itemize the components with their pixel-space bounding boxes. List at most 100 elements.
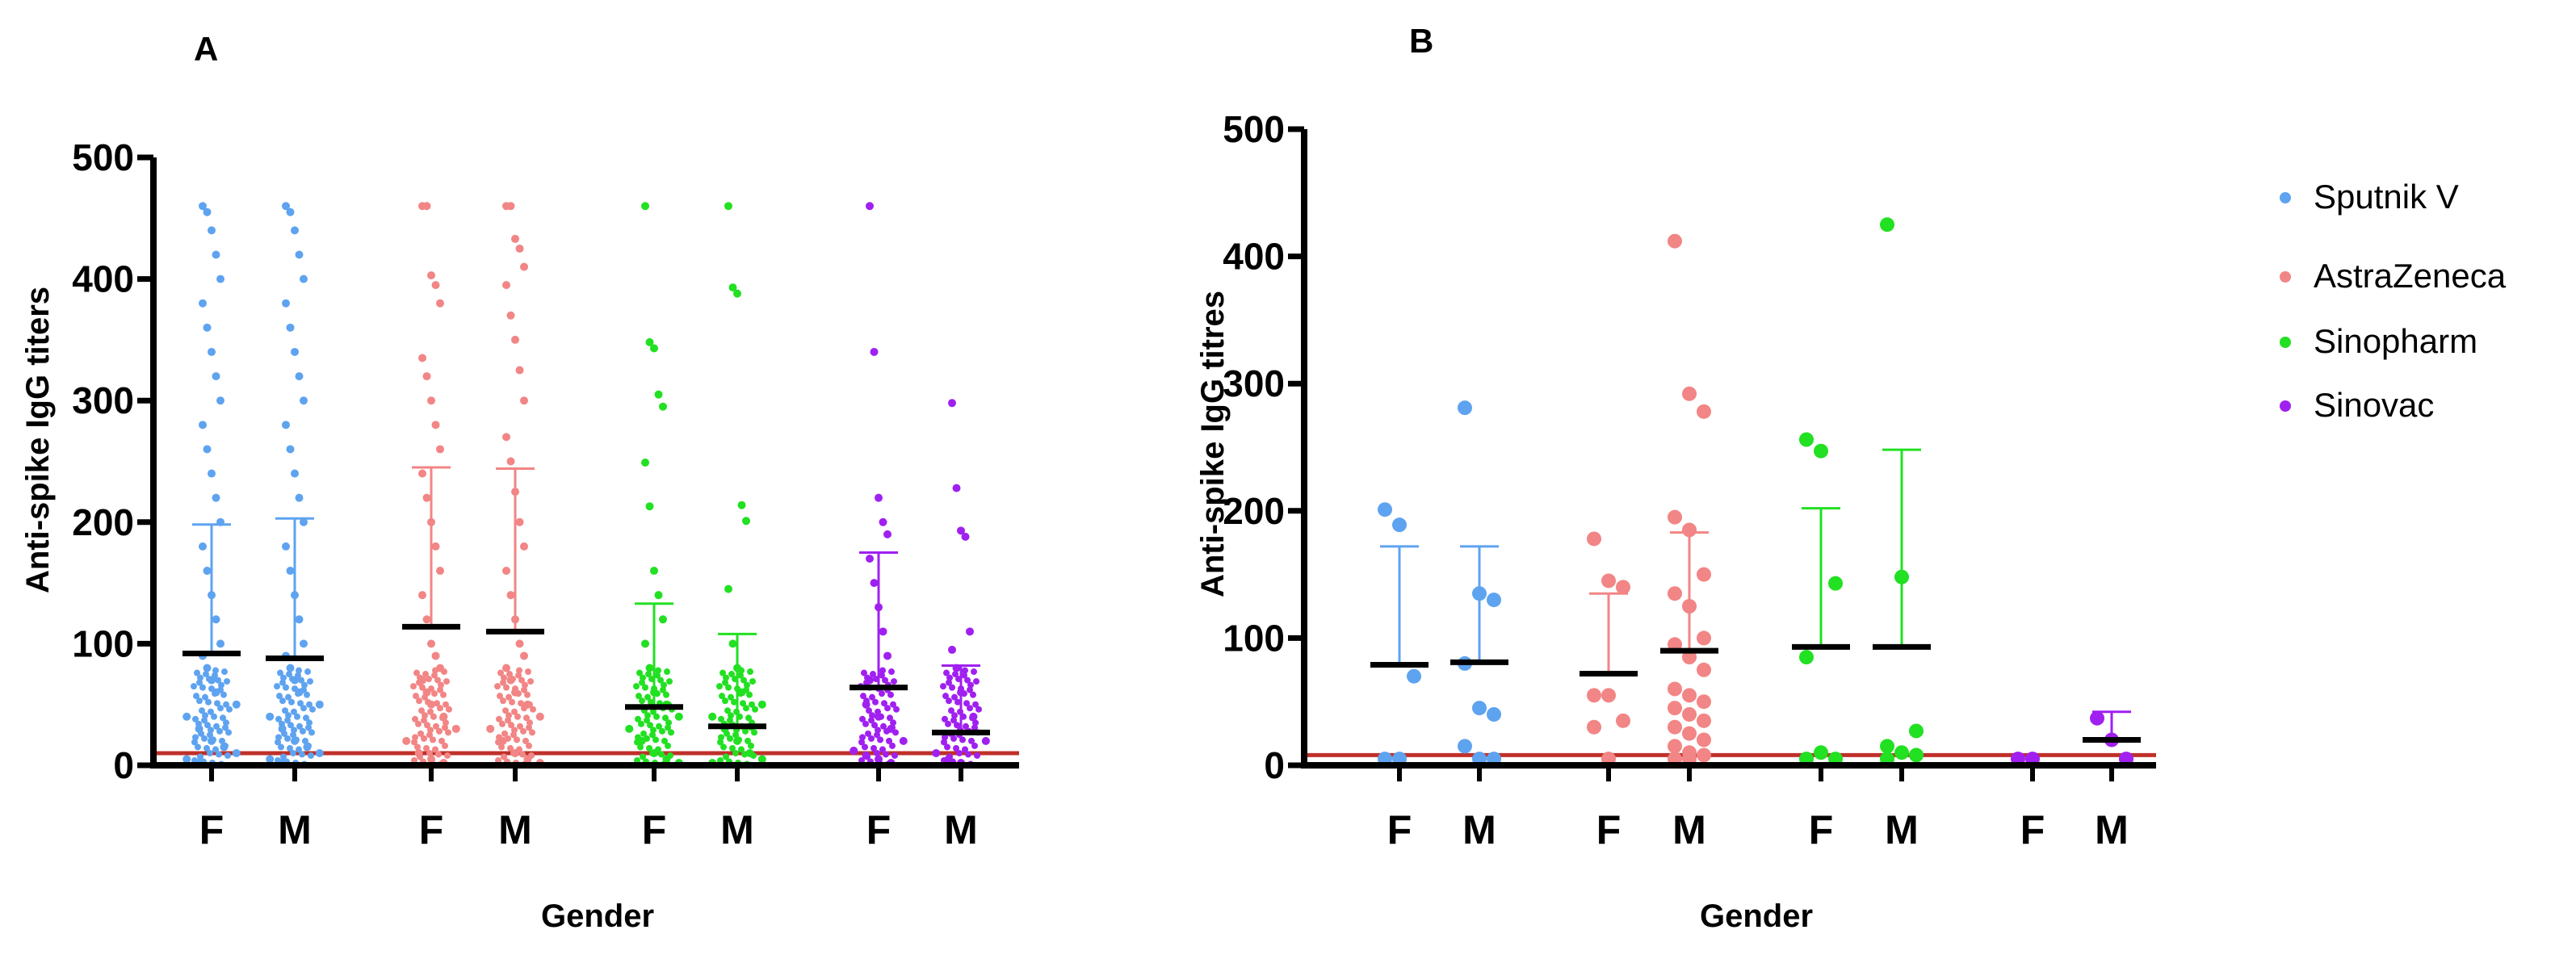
data-point bbox=[879, 672, 885, 679]
data-point bbox=[1472, 586, 1487, 601]
data-point bbox=[511, 615, 519, 624]
data-point bbox=[875, 708, 881, 715]
data-point bbox=[650, 727, 657, 734]
data-point bbox=[887, 714, 893, 722]
data-point bbox=[291, 347, 299, 356]
data-point bbox=[202, 693, 208, 701]
data-point bbox=[651, 685, 657, 693]
data-point bbox=[428, 685, 434, 693]
data-point bbox=[873, 676, 879, 683]
panel-label-a: A bbox=[194, 30, 218, 68]
data-point bbox=[1909, 723, 1924, 739]
data-point bbox=[1472, 701, 1487, 716]
data-point bbox=[1799, 432, 1814, 447]
data-point bbox=[411, 739, 417, 746]
data-point bbox=[191, 739, 198, 746]
data-point bbox=[275, 715, 282, 723]
data-point bbox=[422, 671, 429, 678]
data-point bbox=[972, 719, 979, 727]
data-point bbox=[882, 676, 888, 684]
data-point bbox=[503, 684, 510, 691]
data-point bbox=[877, 736, 883, 743]
data-point bbox=[722, 697, 728, 705]
data-point bbox=[875, 493, 883, 502]
data-point bbox=[199, 542, 207, 551]
data-point bbox=[220, 691, 227, 698]
data-point bbox=[744, 681, 750, 689]
data-point bbox=[422, 615, 431, 624]
data-point bbox=[952, 664, 961, 672]
data-point bbox=[864, 753, 871, 760]
legend-marker-sinopharm bbox=[2280, 337, 2291, 348]
data-point bbox=[502, 567, 510, 576]
data-point bbox=[1682, 688, 1697, 703]
y-tick-label: 100 bbox=[1223, 617, 1285, 659]
data-point bbox=[889, 742, 896, 749]
data-point bbox=[212, 250, 220, 259]
data-point bbox=[743, 705, 749, 712]
data-point bbox=[641, 202, 649, 211]
data-point bbox=[858, 756, 865, 764]
data-point bbox=[959, 736, 966, 743]
data-point bbox=[968, 737, 975, 744]
data-point bbox=[510, 731, 517, 739]
data-point bbox=[1814, 745, 1828, 760]
data-point bbox=[659, 727, 665, 735]
panel-a-x-axis-title: Gender bbox=[541, 898, 654, 934]
data-point bbox=[668, 729, 674, 736]
data-point bbox=[863, 679, 870, 686]
data-point bbox=[752, 706, 758, 713]
data-point bbox=[214, 700, 220, 707]
data-point bbox=[943, 669, 950, 676]
data-point bbox=[198, 730, 204, 737]
data-point bbox=[1487, 593, 1501, 608]
data-point bbox=[505, 735, 511, 742]
data-point bbox=[427, 727, 434, 734]
data-point bbox=[518, 700, 524, 707]
data-point bbox=[728, 712, 734, 719]
data-point bbox=[282, 707, 288, 714]
data-point bbox=[277, 669, 283, 676]
data-point bbox=[946, 753, 953, 760]
data-point bbox=[521, 705, 527, 712]
data-point bbox=[424, 722, 430, 729]
data-point bbox=[646, 744, 652, 752]
data-point bbox=[644, 693, 651, 701]
data-point bbox=[1668, 739, 1682, 754]
data-point bbox=[201, 717, 208, 724]
data-point bbox=[418, 469, 426, 478]
data-point bbox=[941, 756, 947, 764]
data-point bbox=[521, 686, 527, 693]
data-point bbox=[507, 744, 514, 752]
data-point bbox=[496, 715, 502, 723]
data-point bbox=[224, 752, 231, 759]
data-point bbox=[732, 731, 739, 739]
data-point bbox=[2090, 710, 2104, 726]
data-point bbox=[295, 672, 301, 679]
data-point bbox=[514, 736, 520, 743]
data-point bbox=[516, 746, 522, 753]
data-point bbox=[300, 274, 308, 283]
data-point bbox=[530, 706, 536, 713]
data-point bbox=[415, 720, 422, 727]
data-point bbox=[889, 724, 896, 731]
data-point bbox=[286, 567, 295, 576]
legend: Sputnik V AstraZeneca Sinopharm Sinovac bbox=[2280, 178, 2507, 424]
data-point bbox=[738, 667, 745, 674]
data-point bbox=[1697, 404, 1711, 419]
data-point bbox=[444, 752, 451, 759]
data-point bbox=[1697, 748, 1711, 763]
data-point bbox=[663, 691, 669, 698]
data-point bbox=[942, 734, 948, 741]
data-point bbox=[205, 698, 212, 706]
data-point bbox=[655, 746, 661, 753]
data-point bbox=[724, 584, 732, 593]
data-point bbox=[500, 679, 506, 686]
data-point bbox=[514, 713, 521, 720]
data-point bbox=[654, 390, 663, 399]
data-point bbox=[286, 323, 295, 332]
data-point bbox=[279, 697, 286, 705]
data-point bbox=[206, 676, 212, 683]
data-point bbox=[887, 691, 894, 698]
data-point bbox=[875, 727, 881, 734]
